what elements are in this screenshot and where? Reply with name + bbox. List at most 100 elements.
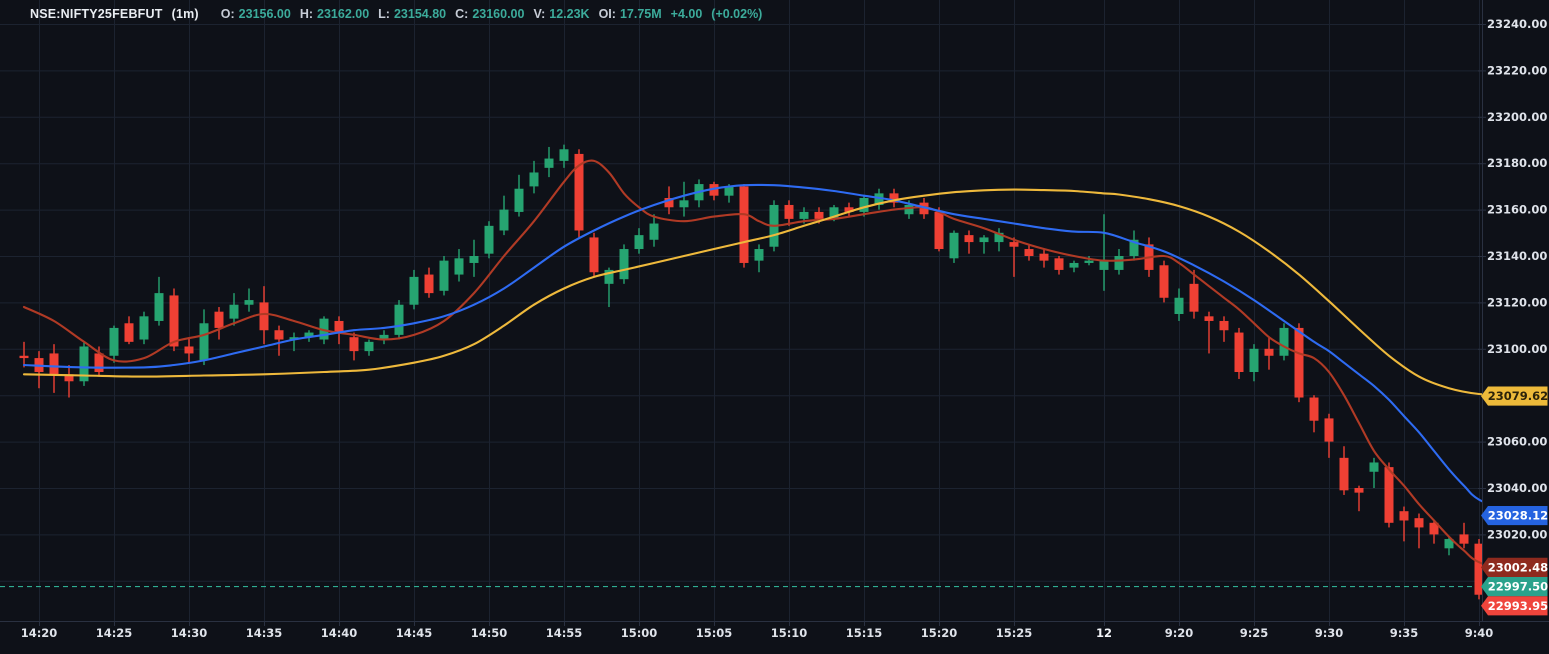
svg-text:22993.95: 22993.95 <box>1488 599 1548 613</box>
candle-15:10 <box>784 200 794 226</box>
high-value: 23162.00 <box>317 7 370 21</box>
candle-14:52 <box>514 174 524 217</box>
candle-14:27 <box>139 311 149 345</box>
time-tick-label: 9:35 <box>1390 626 1419 640</box>
candle-15:27 <box>1039 249 1049 268</box>
candle-14:46 <box>424 267 434 298</box>
svg-text:23028.12: 23028.12 <box>1488 509 1548 523</box>
price-label-slow-ma: 23079.62 <box>1481 386 1548 406</box>
price-label-fast-ma: 23002.48 <box>1481 557 1548 577</box>
candle-15:01 <box>649 214 659 247</box>
candle-14:54 <box>544 146 554 178</box>
candle-14:45 <box>409 269 419 310</box>
date-change-label: 12 <box>1096 626 1112 640</box>
time-tick-label: 15:25 <box>996 626 1033 640</box>
candle-15:17 <box>889 188 899 208</box>
price-label-last: 22993.95 <box>1481 596 1548 616</box>
time-tick-label: 9:30 <box>1315 626 1344 640</box>
candle-15:15 <box>859 195 869 217</box>
candle-9:19 <box>1159 260 1169 303</box>
candle-14:28 <box>154 276 164 326</box>
candle-15:30 <box>1084 256 1094 266</box>
candle-14:21 <box>49 344 59 393</box>
close-key: C: <box>455 7 469 21</box>
ohlc-open: O: 23156.00 <box>221 7 291 21</box>
candle-9:36 <box>1414 513 1424 549</box>
candle-14:43 <box>379 330 389 345</box>
time-tick-label: 14:30 <box>171 626 208 640</box>
candle-14:32 <box>214 307 224 340</box>
candle-15:16 <box>874 188 884 210</box>
price-tick-label: 23180.00 <box>1487 156 1547 170</box>
time-tick-label: 15:00 <box>621 626 658 640</box>
price-label-mid-ma: 23028.12 <box>1481 505 1548 526</box>
candle-14:57 <box>589 232 599 277</box>
price-tick-label: 23100.00 <box>1487 342 1547 356</box>
time-tick-label: 14:45 <box>396 626 433 640</box>
symbol-legend: NSE:NIFTY25FEBFUT (1m) O: 23156.00 H: 2316… <box>30 5 762 23</box>
high-key: H: <box>299 7 314 21</box>
candle-14:36 <box>274 325 284 356</box>
time-tick-label: 14:55 <box>546 626 583 640</box>
open-key: O: <box>220 7 235 21</box>
candle-15:26 <box>1024 244 1034 261</box>
candle-9:29 <box>1309 395 1319 433</box>
candle-9:34 <box>1384 462 1394 528</box>
candle-15:24 <box>994 228 1004 252</box>
change-value: +4.00 <box>670 7 703 21</box>
time-tick-label: 14:50 <box>471 626 508 640</box>
ohlc-high: H: 23162.00 <box>300 7 369 21</box>
candle-15:22 <box>964 230 974 254</box>
low-key: L: <box>378 7 390 21</box>
candle-9:26 <box>1264 337 1274 370</box>
time-tick-label: 15:10 <box>771 626 808 640</box>
candle-9:25 <box>1249 344 1259 382</box>
time-axis-panel[interactable] <box>0 621 1549 654</box>
candle-14:50 <box>484 221 494 259</box>
slow-ma-line <box>22 188 1482 396</box>
candle-9:39 <box>1459 522 1469 549</box>
candle-14:49 <box>469 239 479 277</box>
svg-text:23079.62: 23079.62 <box>1488 389 1548 403</box>
candle-9:32 <box>1354 485 1364 512</box>
open-interest-field: OI: 17.75M <box>599 7 662 21</box>
ohlc-close: C: 23160.00 <box>455 7 524 21</box>
candle-14:31 <box>199 309 209 366</box>
volume-key: V: <box>533 7 546 21</box>
candle-15:08 <box>754 244 764 273</box>
candle-14:34 <box>244 288 254 312</box>
candle-15:19 <box>919 198 929 219</box>
candle-9:28 <box>1294 323 1304 403</box>
candle-14:30 <box>184 337 194 363</box>
time-tick-label: 14:40 <box>321 626 358 640</box>
price-axis-panel[interactable] <box>1482 0 1549 654</box>
oi-key: OI: <box>598 7 616 21</box>
candle-14:48 <box>454 249 464 282</box>
time-tick-label: 14:35 <box>246 626 283 640</box>
candle-9:37 <box>1429 520 1439 544</box>
symbol-name[interactable]: NSE:NIFTY25FEBFUT <box>30 7 163 21</box>
candle-15:29 <box>1069 260 1079 273</box>
interval-label[interactable]: (1m) <box>171 7 199 21</box>
candle-9:33 <box>1369 457 1379 488</box>
candle-14:44 <box>394 300 404 340</box>
candle-9:23 <box>1219 316 1229 342</box>
volume-value: 12.23K <box>549 7 590 21</box>
price-axis[interactable]: 23240.00 23220.00 23200.00 23180.00 23160.00… <box>1478 17 1547 541</box>
oi-value: 17.75M <box>619 7 662 21</box>
candle-14:51 <box>499 195 509 236</box>
price-tick-label: 23220.00 <box>1487 63 1547 77</box>
price-tick-label: 23200.00 <box>1487 110 1547 124</box>
time-axis[interactable]: 14:20 14:25 14:30 14:35 14:40 14:45 14:50 14:55… <box>21 621 1494 640</box>
candle-14:26 <box>124 316 134 345</box>
price-tick-label: 23240.00 <box>1487 17 1547 31</box>
candles-layer[interactable] <box>19 144 1484 600</box>
price-tick-label: 23120.00 <box>1487 295 1547 309</box>
price-tick-label: 23160.00 <box>1487 203 1547 217</box>
time-tick-label: 15:05 <box>696 626 733 640</box>
candle-14:37 <box>289 332 299 352</box>
candle-14:59 <box>619 244 629 284</box>
candle-15:20 <box>934 207 944 252</box>
candle-9:30 <box>1324 413 1334 458</box>
